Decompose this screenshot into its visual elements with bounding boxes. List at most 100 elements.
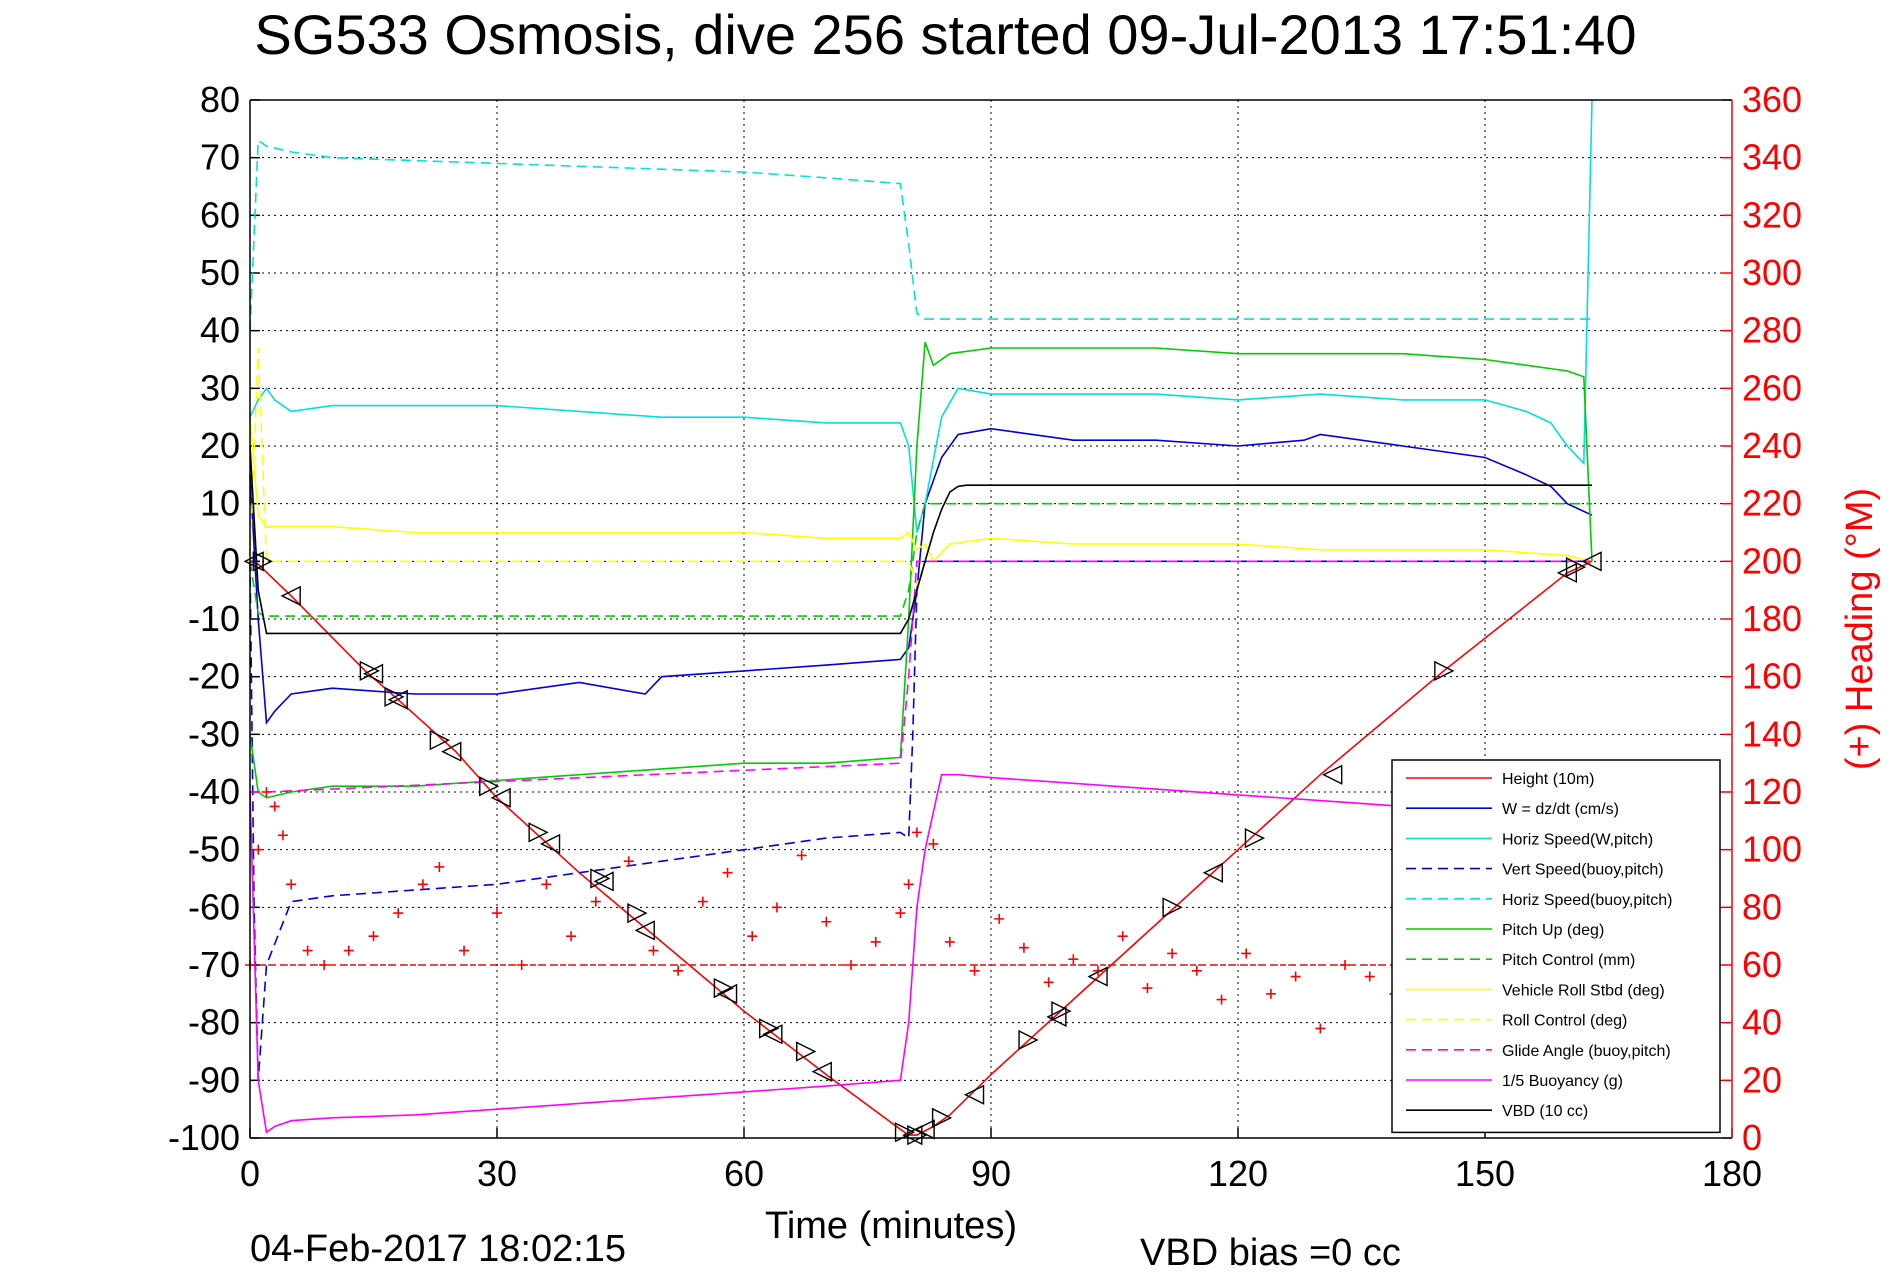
y-tick-label: 20 [200, 425, 240, 466]
y-tick-label: 60 [200, 194, 240, 235]
motor-marker [359, 660, 380, 682]
legend-label: Vert Speed(buoy,pitch) [1502, 862, 1664, 879]
motor-marker [441, 741, 462, 762]
heading-point [673, 965, 684, 976]
heading-point [286, 879, 297, 890]
motor-marker [931, 1107, 953, 1128]
heading-point [566, 931, 577, 942]
heading-point [1241, 948, 1252, 959]
x-tick-label: 0 [240, 1153, 260, 1194]
motor-marker [362, 663, 384, 684]
heading-point [269, 801, 280, 812]
heading-point [648, 945, 659, 956]
heading-point [1265, 988, 1276, 999]
heading-point [994, 913, 1005, 924]
motor-marker [479, 776, 500, 797]
heading-point [623, 856, 634, 867]
heading-point [1018, 942, 1029, 953]
heading-point [590, 896, 601, 907]
motor-marker [716, 983, 738, 1004]
heading-point [319, 960, 330, 970]
y2-tick-label: 20 [1742, 1059, 1782, 1100]
series-line-2 [249, 99, 1593, 533]
motor-marker [590, 868, 611, 889]
motor-marker [490, 787, 511, 808]
legend-label: Pitch Control (mm) [1502, 952, 1635, 969]
heading-point [261, 787, 272, 797]
y-tick-label: -10 [188, 598, 240, 639]
motor-marker [634, 920, 655, 941]
motor-marker [387, 689, 408, 710]
heading-point [277, 830, 288, 841]
y2-tick-label: 240 [1742, 425, 1802, 466]
y-tick-label: -60 [188, 886, 240, 927]
y-tick-label: -90 [188, 1059, 240, 1100]
heading-point [393, 908, 404, 919]
y-tick-label: -80 [188, 1002, 240, 1043]
heading-point [368, 931, 379, 942]
x-tick-label: 120 [1208, 1153, 1268, 1194]
timestamp-label: 04-Feb-2017 18:02:15 [250, 1228, 627, 1270]
y-tick-label: -100 [168, 1117, 240, 1158]
x-tick-label: 60 [724, 1153, 764, 1194]
heading-point [846, 960, 857, 970]
y-tick-label: 10 [200, 483, 240, 524]
y-tick-label: -30 [188, 713, 240, 754]
heading-point [434, 861, 445, 872]
heading-point [1364, 971, 1375, 982]
legend-box [1391, 759, 1721, 1134]
legend-label: Glide Angle (buoy,pitch) [1502, 1043, 1671, 1060]
heading-point [911, 827, 922, 838]
series-line-5 [249, 341, 1593, 799]
y2-tick-label: 60 [1742, 944, 1782, 985]
series-line-11 [249, 445, 1592, 635]
motor-marker [384, 686, 405, 707]
legend-label: Height (10m) [1502, 771, 1594, 788]
motor-marker [1046, 1006, 1067, 1028]
heading-point [417, 879, 428, 890]
motor-marker [593, 871, 614, 892]
heading-point [516, 960, 527, 970]
motor-marker [963, 1084, 985, 1105]
heading-point [1290, 971, 1301, 982]
motor-marker [1087, 966, 1108, 987]
motor-marker [280, 585, 301, 607]
y-tick-label: -40 [188, 771, 240, 812]
heading-point [928, 838, 939, 849]
motor-marker [1565, 556, 1587, 578]
chart-title: SG533 Osmosis, dive 256 started 09-Jul-2… [254, 3, 1637, 66]
legend-label: 1/5 Buoyancy (g) [1502, 1073, 1623, 1090]
motor-marker [902, 1124, 923, 1146]
motor-marker [1581, 551, 1602, 572]
y2-tick-label: 200 [1742, 540, 1802, 581]
motor-marker [528, 822, 549, 843]
heading-point [1142, 983, 1153, 994]
y-tick-label: 50 [200, 252, 240, 293]
y2-tick-label: 320 [1742, 194, 1802, 235]
motor-marker [252, 551, 273, 572]
heading-point [459, 945, 470, 956]
motor-marker [1051, 1000, 1072, 1022]
motor-marker [1018, 1029, 1039, 1051]
y2-tick-label: 260 [1742, 367, 1802, 408]
x-tick-label: 90 [971, 1153, 1011, 1194]
motor-marker [1244, 828, 1266, 849]
series-line-6 [249, 502, 1592, 617]
heading-point [1191, 965, 1202, 976]
legend-label: Horiz Speed(buoy,pitch) [1502, 892, 1672, 909]
heading-point [492, 908, 502, 919]
series-line-8 [249, 347, 1592, 587]
y2-tick-label: 0 [1742, 1117, 1762, 1158]
y2-tick-label: 180 [1742, 598, 1802, 639]
motor-marker [1322, 764, 1343, 785]
motor-marker [759, 1018, 780, 1039]
heading-point [747, 931, 758, 942]
y-tick-label: -50 [188, 829, 240, 870]
heading-point [253, 844, 264, 855]
y-tick-label: 0 [220, 540, 240, 581]
y2-tick-label: 120 [1742, 771, 1802, 812]
heading-point [1315, 1023, 1326, 1034]
x-tick-label: 180 [1702, 1153, 1762, 1194]
